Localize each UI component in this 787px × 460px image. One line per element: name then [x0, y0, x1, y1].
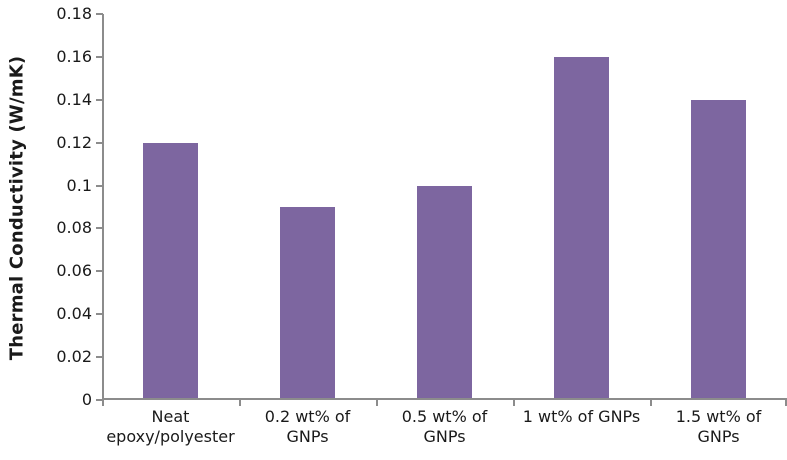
x-axis-tick — [650, 400, 652, 406]
y-axis-tick-label: 0.1 — [66, 175, 92, 195]
bar-5 — [691, 99, 746, 398]
y-axis-tick-label: 0.04 — [56, 304, 92, 324]
y-axis-tick — [96, 55, 103, 58]
x-axis-category-label: 1.5 wt% of GNPs — [675, 407, 762, 446]
x-axis-tick — [513, 400, 515, 406]
y-axis-tick-label: 0.02 — [56, 347, 92, 367]
bar-2 — [280, 207, 335, 398]
bar-1 — [143, 142, 198, 398]
y-axis-tick-label: 0.14 — [56, 89, 92, 109]
y-axis-tick-label: 0.06 — [56, 261, 92, 281]
y-axis-title: Thermal Conductivity (W/mK) — [6, 55, 28, 361]
y-axis-tick — [96, 141, 103, 144]
y-axis-tick — [96, 227, 103, 230]
y-axis-tick — [96, 356, 103, 359]
bar-4 — [554, 56, 609, 398]
x-axis-category-label: Neat epoxy/polyester — [106, 407, 235, 446]
x-axis-tick — [785, 400, 787, 406]
y-axis-tick-label: 0.16 — [56, 46, 92, 66]
bar-3 — [417, 185, 472, 398]
x-axis-category-label: 0.2 wt% of GNPs — [264, 407, 351, 446]
y-axis-tick — [96, 184, 103, 187]
y-axis-tick — [96, 98, 103, 101]
y-axis-tick — [96, 399, 103, 401]
y-axis-tick-label: 0.18 — [56, 4, 92, 23]
x-axis-tick — [102, 400, 104, 406]
y-axis-tick — [96, 313, 103, 316]
x-axis-category-label: 1 wt% of GNPs — [522, 407, 641, 426]
y-axis-tick-label: 0.08 — [56, 218, 92, 238]
y-axis-tick-label: 0 — [81, 390, 92, 409]
x-axis-category-label: 0.5 wt% of GNPs — [401, 407, 488, 446]
y-axis-tick — [96, 270, 103, 273]
x-axis-tick — [239, 400, 241, 406]
x-axis-tick — [376, 400, 378, 406]
y-axis-tick — [96, 13, 103, 15]
y-axis-tick-label: 0.12 — [56, 132, 92, 152]
